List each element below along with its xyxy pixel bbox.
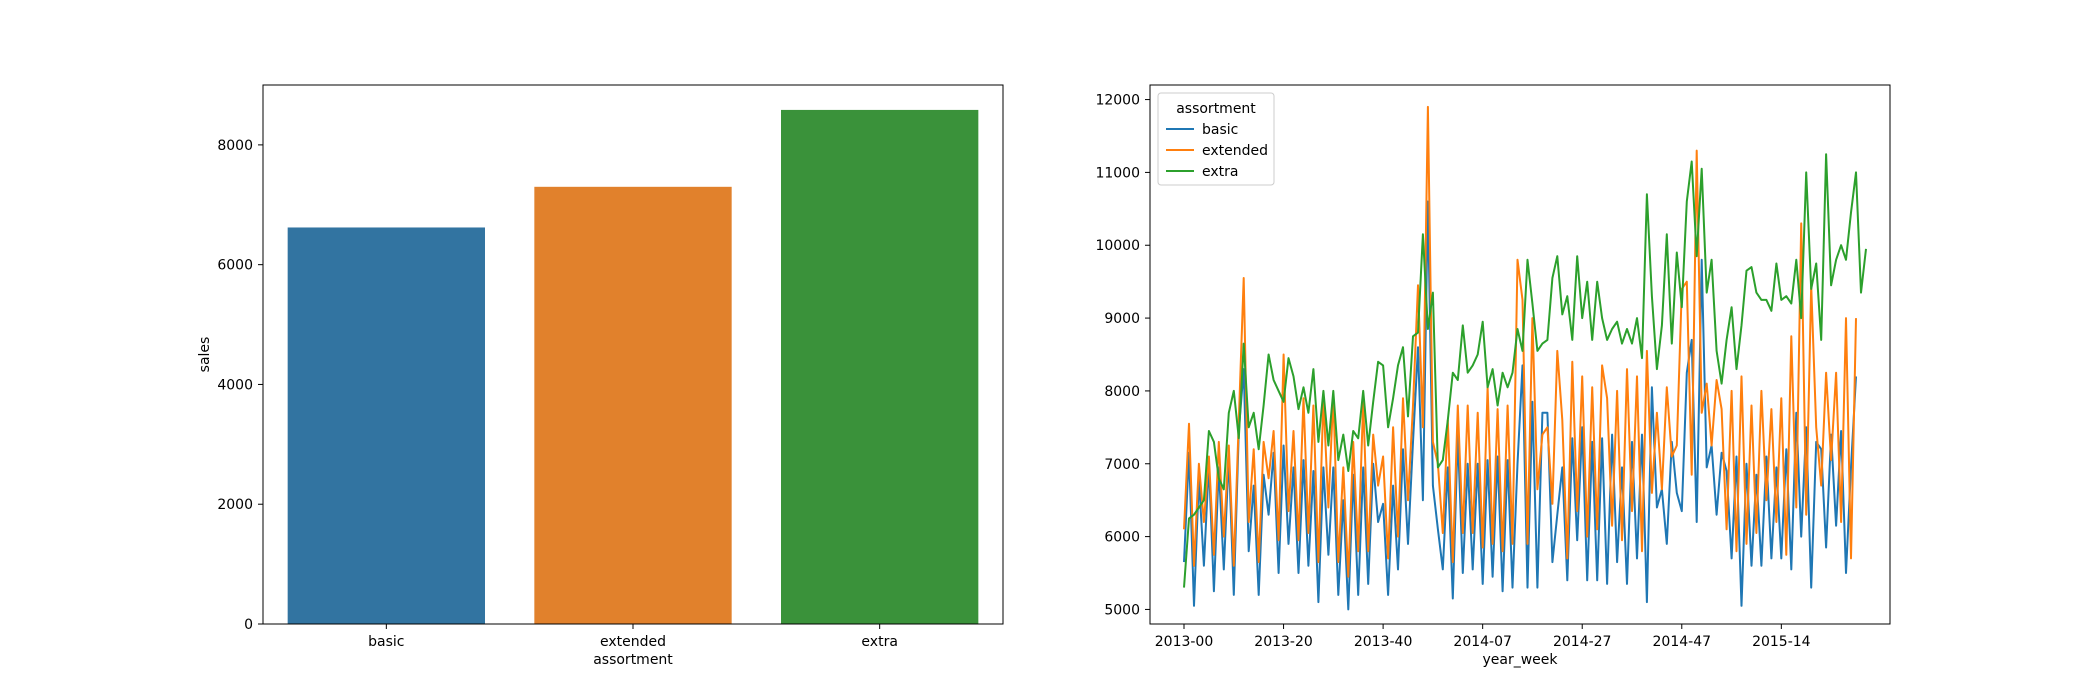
line-x-tick-label: 2014-07 bbox=[1453, 634, 1512, 650]
line-x-axis-label: year_week bbox=[1482, 652, 1558, 668]
line-x-tick-label: 2013-00 bbox=[1155, 634, 1214, 650]
legend-box bbox=[1157, 92, 1275, 186]
line-y-tick-label: 6000 bbox=[1104, 530, 1140, 546]
line-chart-frame bbox=[1149, 84, 1891, 625]
legend-label-extended: extended bbox=[1202, 143, 1268, 159]
line-y-axis: 5000 6000 7000 8000 9000 10000 11000 12000 bbox=[1095, 93, 1150, 618]
bar-y-tick-label: 4000 bbox=[217, 377, 253, 393]
bar-chart-panel: 0 2000 4000 6000 8000 basic extended extra ass… bbox=[197, 84, 1004, 668]
bar-x-axis-label: assortment bbox=[593, 652, 673, 668]
bar-x-axis: basic extended extra bbox=[368, 624, 898, 650]
legend: assortment basic extended extra bbox=[1157, 92, 1275, 186]
line-x-tick-label: 2013-40 bbox=[1354, 634, 1413, 650]
line-y-tick-label: 7000 bbox=[1104, 457, 1140, 473]
line-y-tick-label: 11000 bbox=[1095, 165, 1140, 181]
line-series-extra bbox=[1183, 153, 1867, 588]
line-y-tick-label: 9000 bbox=[1104, 311, 1140, 327]
line-y-tick-label: 5000 bbox=[1104, 602, 1140, 618]
line-x-tick-label: 2013-20 bbox=[1254, 634, 1313, 650]
line-series-extended bbox=[1183, 105, 1857, 578]
legend-entries: basic extended extra bbox=[1166, 122, 1268, 180]
legend-label-basic: basic bbox=[1202, 122, 1238, 138]
line-x-tick-label: 2015-14 bbox=[1752, 634, 1811, 650]
bar-y-tick-label: 8000 bbox=[217, 138, 253, 154]
line-x-tick-label: 2014-27 bbox=[1553, 634, 1612, 650]
bar-x-tick-label: extra bbox=[861, 634, 897, 650]
line-x-axis: 2013-00 2013-20 2013-40 2014-07 2014-27 2014-… bbox=[1155, 624, 1811, 650]
bar-extra bbox=[781, 109, 979, 625]
line-y-tick-label: 12000 bbox=[1095, 93, 1140, 109]
bar-y-tick-label: 0 bbox=[244, 617, 253, 633]
bar-x-tick-label: basic bbox=[368, 634, 404, 650]
bar-extended bbox=[534, 186, 732, 625]
bar-basic bbox=[287, 227, 485, 625]
legend-title: assortment bbox=[1176, 101, 1256, 117]
line-series-basic bbox=[1183, 200, 1857, 611]
line-chart-panel: 5000 6000 7000 8000 9000 10000 11000 12000 2013… bbox=[1095, 84, 1891, 668]
line-series-group bbox=[1183, 105, 1867, 611]
bar-y-tick-label: 2000 bbox=[217, 497, 253, 513]
bar-y-axis-label: sales bbox=[197, 337, 213, 373]
legend-label-extra: extra bbox=[1202, 164, 1238, 180]
bar-series bbox=[287, 109, 979, 625]
line-y-tick-label: 8000 bbox=[1104, 384, 1140, 400]
bar-y-axis: 0 2000 4000 6000 8000 bbox=[217, 138, 263, 633]
line-x-tick-label: 2014-47 bbox=[1653, 634, 1712, 650]
bar-y-tick-label: 6000 bbox=[217, 258, 253, 274]
bar-x-tick-label: extended bbox=[600, 634, 666, 650]
line-y-tick-label: 10000 bbox=[1095, 238, 1140, 254]
